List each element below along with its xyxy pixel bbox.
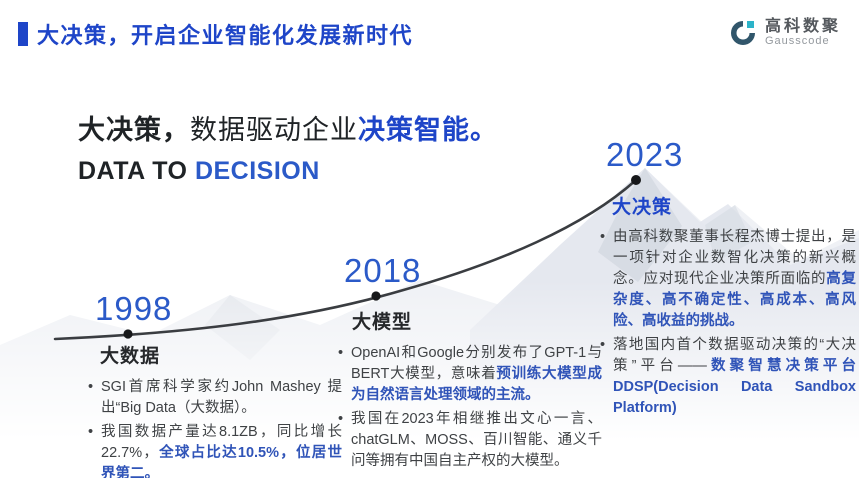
headline-part2: 数据驱动企业	[190, 115, 358, 145]
headline-line2-part2: DECISION	[194, 157, 320, 185]
text-segment: 我国数据产量达8.1ZB，同比增长22.7%，	[101, 424, 342, 462]
milestone-year: 2023	[606, 136, 684, 173]
accent-segment: 高复杂度、高不确定性、高成本、高风险、高收益的挑战。	[613, 271, 856, 330]
milestone-1998: 1998 大数据 SGI首席科学家约John Mashey 提出“Big Dat…	[88, 290, 342, 478]
text-segment: OpenAI和Google分别发布了GPT-1与BERT大模型，意味着	[351, 345, 602, 383]
milestone-year: 2018	[344, 252, 422, 289]
accent-segment: 数聚智慧决策平台DDSP(Decision Data Sandbox Platf…	[613, 358, 856, 417]
dot-2018	[371, 291, 381, 301]
dot-1998	[123, 329, 133, 339]
page-title: 大决策，开启企业智能化发展新时代	[37, 23, 414, 48]
milestone-heading: 大数据	[100, 346, 161, 367]
title-accent-bar	[18, 22, 28, 46]
milestone-2018: 2018 大模型 OpenAI和Google分别发布了GPT-1与BERT大模型…	[338, 252, 602, 475]
accent-segment: 全球占比达10.5%，位居世界第二。	[101, 445, 342, 478]
bullet-item: 落地国内首个数据驱动决策的“大决策”平台——数聚智慧决策平台DDSP(Decis…	[600, 335, 856, 419]
milestone-bullets: SGI首席科学家约John Mashey 提出“Big Data（大数据）。我国…	[88, 377, 342, 478]
text-segment: 落地国内首个数据驱动决策的“大决策”平台——	[613, 337, 856, 375]
text-segment: 由高科数聚董事长程杰博士提出，是一项针对企业数智化决策的新兴概念。应对现代企业决…	[613, 229, 856, 288]
headline-line2: DATA TO DECISION	[78, 157, 498, 186]
bullet-item: 由高科数聚董事长程杰博士提出，是一项针对企业数智化决策的新兴概念。应对现代企业决…	[600, 227, 856, 332]
milestone-heading: 大决策	[612, 197, 673, 218]
headline-part1: 大决策，	[78, 115, 190, 145]
gausscode-logo-icon	[730, 21, 755, 45]
bullet-item: 我国在2023年相继推出文心一言、chatGLM、MOSS、百川智能、通义千问等…	[338, 409, 602, 472]
bullet-item: SGI首席科学家约John Mashey 提出“Big Data（大数据）。	[88, 377, 342, 419]
logo-texts: 高科数聚 Gausscode	[764, 17, 841, 47]
accent-segment: 预训练大模型成为自然语言处理领域的主流。	[351, 366, 602, 404]
logo-name: 高科数聚	[764, 17, 841, 35]
milestone-year: 1998	[95, 290, 173, 327]
headline-line1: 大决策，数据驱动企业决策智能。	[78, 108, 498, 147]
headline-line2-part1: DATA TO	[78, 157, 195, 185]
headline: 大决策，数据驱动企业决策智能。 DATA TO DECISION	[78, 108, 498, 186]
milestone-bullets: 由高科数聚董事长程杰博士提出，是一项针对企业数智化决策的新兴概念。应对现代企业决…	[600, 227, 856, 419]
dot-2023	[631, 175, 641, 185]
headline-part3: 决策智能。	[358, 115, 498, 145]
text-segment: 我国在2023年相继推出文心一言、chatGLM、MOSS、百川智能、通义千问等…	[351, 411, 602, 470]
header: 大决策，开启企业智能化发展新时代 高科数聚 Gausscode	[18, 18, 841, 50]
milestone-bullets: OpenAI和Google分别发布了GPT-1与BERT大模型，意味着预训练大模…	[338, 343, 602, 472]
logo-subname: Gausscode	[764, 34, 830, 47]
milestone-2023: 2023 大决策 由高科数聚董事长程杰博士提出，是一项针对企业数智化决策的新兴概…	[600, 136, 856, 422]
text-segment: SGI首席科学家约John Mashey 提出“Big Data（大数据）。	[101, 379, 342, 417]
page-title-block: 大决策，开启企业智能化发展新时代	[18, 18, 413, 50]
bullet-item: OpenAI和Google分别发布了GPT-1与BERT大模型，意味着预训练大模…	[338, 343, 602, 406]
bullet-item: 我国数据产量达8.1ZB，同比增长22.7%，全球占比达10.5%，位居世界第二…	[88, 422, 342, 478]
milestone-heading: 大模型	[352, 312, 413, 333]
company-logo: 高科数聚 Gausscode	[728, 18, 841, 48]
